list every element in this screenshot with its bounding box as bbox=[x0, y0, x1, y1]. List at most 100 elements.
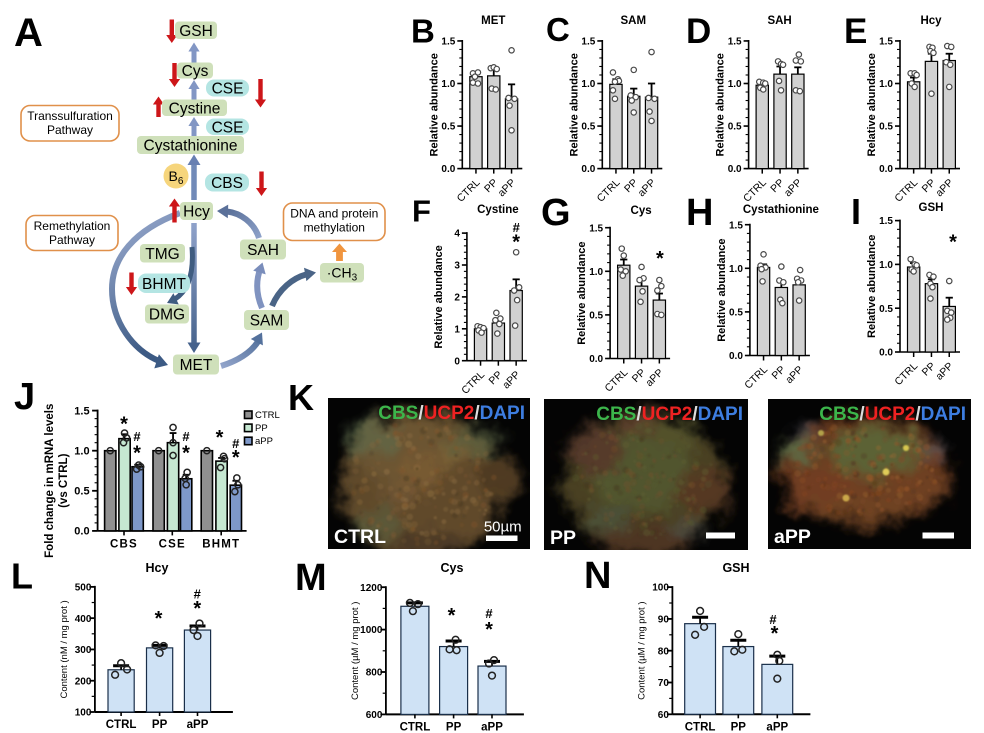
svg-text:CBS: CBS bbox=[110, 538, 138, 550]
svg-text:1.0: 1.0 bbox=[879, 79, 893, 90]
svg-text:0.5: 0.5 bbox=[581, 122, 595, 133]
svg-text:CTRL: CTRL bbox=[255, 410, 280, 421]
svg-text:200: 200 bbox=[75, 676, 92, 687]
svg-text:aPP: aPP bbox=[187, 719, 209, 731]
svg-text:1.5: 1.5 bbox=[879, 37, 893, 48]
svg-text:PP: PP bbox=[731, 721, 747, 733]
svg-text:0.0: 0.0 bbox=[589, 354, 603, 365]
svg-text:CSE: CSE bbox=[159, 538, 186, 550]
svg-text:aPP: aPP bbox=[933, 360, 956, 383]
svg-text:#: # bbox=[232, 436, 240, 451]
svg-text:PP: PP bbox=[255, 423, 268, 434]
svg-text:aPP: aPP bbox=[481, 721, 503, 733]
svg-text:BHMT: BHMT bbox=[142, 276, 186, 293]
svg-text:*: * bbox=[232, 447, 240, 469]
svg-text:aPP: aPP bbox=[643, 367, 666, 390]
svg-text:0.5: 0.5 bbox=[729, 308, 743, 319]
svg-text:E: E bbox=[844, 12, 867, 51]
svg-text:aPP: aPP bbox=[500, 369, 523, 392]
svg-text:J: J bbox=[14, 376, 35, 418]
svg-text:2: 2 bbox=[454, 293, 460, 304]
svg-text:GSH: GSH bbox=[919, 202, 944, 214]
svg-text:CTRL: CTRL bbox=[106, 719, 137, 731]
svg-text:1.0: 1.0 bbox=[581, 79, 595, 90]
svg-text:BHMT: BHMT bbox=[202, 538, 240, 550]
svg-text:1: 1 bbox=[454, 324, 460, 335]
svg-text:#: # bbox=[513, 220, 521, 235]
svg-text:300: 300 bbox=[75, 645, 92, 656]
svg-text:1200: 1200 bbox=[360, 583, 383, 594]
svg-text:DNA and protein: DNA and protein bbox=[290, 207, 378, 221]
svg-text:Pathway: Pathway bbox=[47, 123, 93, 137]
svg-text:Remethylation: Remethylation bbox=[34, 219, 111, 233]
svg-text:*: * bbox=[656, 248, 664, 270]
svg-text:CTRL: CTRL bbox=[334, 526, 386, 548]
svg-text:CBS/UCP2/DAPI: CBS/UCP2/DAPI bbox=[378, 403, 525, 424]
svg-text:#: # bbox=[769, 612, 777, 627]
svg-text:0.5: 0.5 bbox=[74, 486, 89, 498]
svg-text:CSE: CSE bbox=[212, 81, 244, 98]
svg-text:CTRL: CTRL bbox=[602, 367, 630, 395]
svg-text:Relative abundance: Relative abundance bbox=[433, 245, 445, 348]
svg-text:800: 800 bbox=[366, 668, 383, 679]
svg-text:1.0: 1.0 bbox=[729, 264, 743, 275]
svg-text:GSH: GSH bbox=[722, 561, 749, 575]
svg-text:aPP: aPP bbox=[783, 364, 806, 387]
svg-text:GSH: GSH bbox=[179, 23, 213, 40]
svg-text:0.5: 0.5 bbox=[441, 122, 455, 133]
svg-text:Content (nM / mg prot ): Content (nM / mg prot ) bbox=[59, 600, 70, 698]
svg-text:Relative abundance: Relative abundance bbox=[715, 53, 727, 156]
svg-text:0.0: 0.0 bbox=[879, 348, 893, 359]
svg-text:aPP: aPP bbox=[255, 436, 273, 447]
svg-text:PP: PP bbox=[446, 721, 462, 733]
svg-text:Cystine: Cystine bbox=[477, 204, 519, 216]
svg-text:N: N bbox=[584, 555, 611, 597]
svg-text:70: 70 bbox=[658, 678, 670, 689]
svg-text:*: * bbox=[155, 608, 163, 630]
svg-text:1.5: 1.5 bbox=[729, 220, 743, 231]
svg-text:0.0: 0.0 bbox=[74, 526, 89, 538]
svg-text:*: * bbox=[133, 443, 141, 465]
svg-text:0.5: 0.5 bbox=[728, 122, 742, 133]
svg-text:Relative abundance: Relative abundance bbox=[568, 53, 580, 156]
svg-text:4: 4 bbox=[454, 229, 460, 240]
svg-text:0.0: 0.0 bbox=[581, 164, 595, 175]
svg-text:100: 100 bbox=[75, 708, 92, 719]
svg-text:Cystathionine: Cystathionine bbox=[144, 138, 238, 155]
svg-text:1.0: 1.0 bbox=[74, 446, 89, 458]
svg-text:*: * bbox=[771, 623, 779, 645]
svg-text:L: L bbox=[11, 556, 33, 597]
svg-text:100: 100 bbox=[652, 583, 669, 594]
svg-text:·CH3: ·CH3 bbox=[327, 265, 358, 284]
svg-text:D: D bbox=[686, 12, 711, 51]
svg-text:0.5: 0.5 bbox=[589, 311, 603, 322]
svg-text:1.0: 1.0 bbox=[728, 79, 742, 90]
svg-text:SAH: SAH bbox=[767, 15, 791, 27]
svg-text:1.5: 1.5 bbox=[581, 37, 595, 48]
svg-text:Relative abundance: Relative abundance bbox=[428, 53, 440, 156]
svg-text:aPP: aPP bbox=[496, 177, 519, 200]
svg-text:(vs CTRL): (vs CTRL) bbox=[58, 453, 70, 507]
svg-text:SAM: SAM bbox=[250, 313, 284, 330]
svg-text:#: # bbox=[194, 587, 202, 602]
svg-text:Pathway: Pathway bbox=[49, 233, 95, 247]
svg-text:Cystine: Cystine bbox=[169, 100, 221, 117]
svg-text:B: B bbox=[411, 13, 435, 50]
svg-text:aPP: aPP bbox=[782, 177, 805, 200]
svg-text:0.0: 0.0 bbox=[441, 164, 455, 175]
svg-text:MET: MET bbox=[180, 357, 213, 374]
svg-text:CBS/UCP2/DAPI: CBS/UCP2/DAPI bbox=[596, 404, 743, 425]
svg-text:1.5: 1.5 bbox=[74, 405, 89, 417]
svg-text:3: 3 bbox=[454, 261, 460, 272]
svg-text:G: G bbox=[541, 192, 571, 234]
svg-text:0.5: 0.5 bbox=[879, 122, 893, 133]
svg-text:CTRL: CTRL bbox=[742, 364, 770, 392]
svg-text:CTRL: CTRL bbox=[595, 177, 623, 205]
svg-text:Hcy: Hcy bbox=[920, 15, 942, 27]
svg-text:*: * bbox=[949, 232, 957, 254]
svg-text:SAM: SAM bbox=[621, 15, 647, 27]
svg-text:Relative abundance: Relative abundance bbox=[866, 53, 878, 156]
svg-text:A: A bbox=[14, 11, 43, 55]
svg-text:*: * bbox=[193, 598, 201, 620]
svg-text:CTRL: CTRL bbox=[400, 721, 431, 733]
